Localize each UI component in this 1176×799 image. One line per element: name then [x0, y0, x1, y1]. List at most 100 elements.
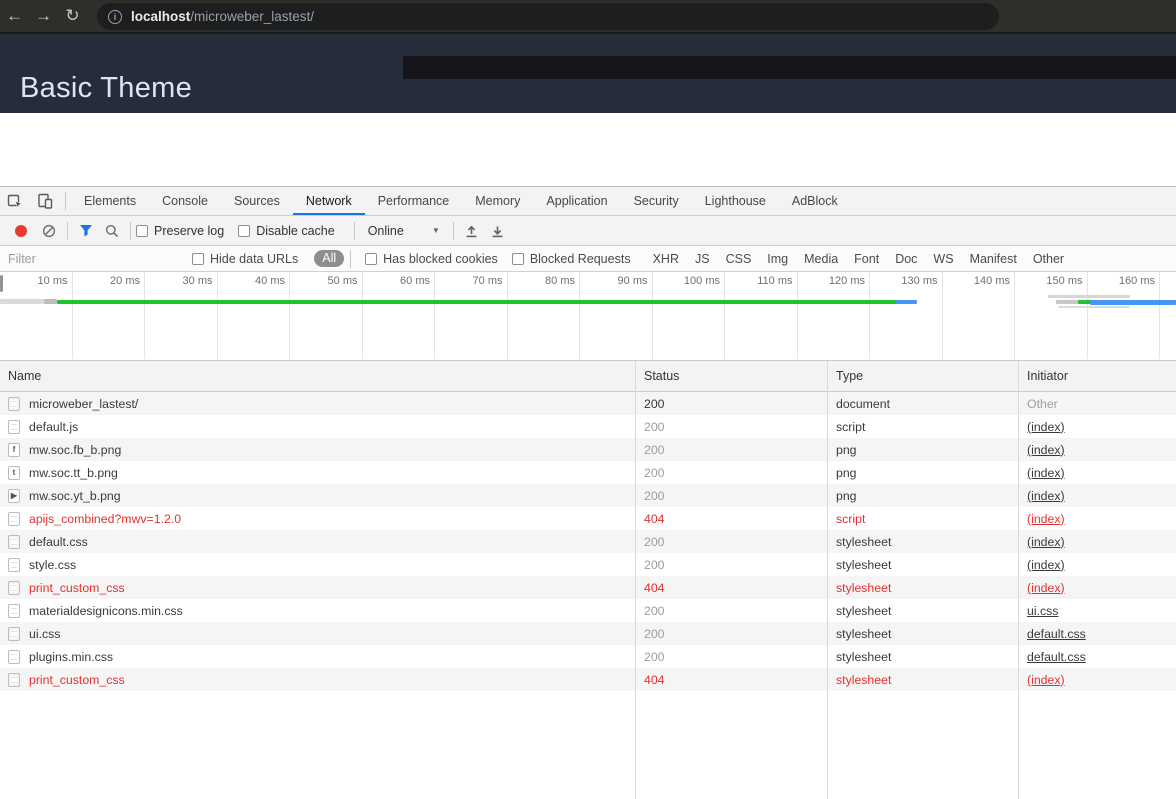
- network-overview-timeline[interactable]: 10 ms 20 ms 30 ms 40 ms 50 ms 60 ms 70 ms 80 ms…: [0, 272, 1176, 360]
- page-content-area: [0, 113, 1176, 186]
- filter-type-js[interactable]: JS: [694, 251, 710, 266]
- tab-elements[interactable]: Elements: [84, 193, 137, 208]
- request-status: 404: [644, 672, 665, 687]
- checkbox-icon[interactable]: [136, 224, 148, 237]
- filter-type-img[interactable]: Img: [767, 251, 789, 266]
- divider: [350, 249, 352, 268]
- record-network-log-icon[interactable]: [15, 224, 27, 237]
- column-header-status[interactable]: Status: [644, 369, 680, 383]
- checkbox-icon[interactable]: [511, 252, 524, 265]
- tw-image-thumbnail-icon: t: [8, 465, 20, 480]
- search-icon[interactable]: [99, 218, 125, 244]
- request-row[interactable]: microweber_lastest/ 200 document Other: [0, 392, 1176, 415]
- has-blocked-cookies-checkbox[interactable]: Has blocked cookies: [365, 252, 498, 266]
- request-row[interactable]: apijs_combined?mwv=1.2.0 404 script (ind…: [0, 507, 1176, 530]
- disable-cache-checkbox[interactable]: Disable cache: [238, 224, 335, 238]
- request-name: materialdesignicons.min.css: [29, 603, 183, 618]
- request-initiator[interactable]: (index): [1027, 488, 1065, 503]
- request-initiator[interactable]: (index): [1027, 672, 1065, 687]
- request-row[interactable]: plugins.min.css 200 stylesheet default.c…: [0, 645, 1176, 668]
- tab-adblock[interactable]: AdBlock: [791, 193, 838, 208]
- checkbox-icon[interactable]: [365, 252, 378, 265]
- tab-lighthouse[interactable]: Lighthouse: [704, 193, 766, 208]
- request-initiator[interactable]: (index): [1027, 442, 1065, 457]
- request-row[interactable]: ui.css 200 stylesheet default.css: [0, 622, 1176, 645]
- request-row[interactable]: print_custom_css 404 stylesheet (index): [0, 576, 1176, 599]
- request-row[interactable]: materialdesignicons.min.css 200 styleshe…: [0, 599, 1176, 622]
- request-name-cell: ▶ mw.soc.yt_b.png: [0, 488, 635, 503]
- column-header-type[interactable]: Type: [836, 369, 864, 383]
- tab-sources[interactable]: Sources: [233, 193, 280, 208]
- throttling-value: Online: [367, 223, 404, 238]
- tab-security[interactable]: Security: [633, 193, 679, 208]
- request-name: default.css: [29, 534, 88, 549]
- request-row[interactable]: f mw.soc.fb_b.png 200 png (index): [0, 438, 1176, 461]
- timeline-tick: 80 ms: [508, 272, 580, 359]
- column-divider[interactable]: [1018, 361, 1019, 799]
- preserve-log-checkbox[interactable]: Preserve log: [136, 224, 224, 238]
- filter-input[interactable]: [0, 251, 186, 266]
- file-document-icon: [8, 580, 20, 595]
- waterfall-bar: [1090, 300, 1176, 305]
- request-initiator[interactable]: (index): [1027, 534, 1065, 549]
- request-type: script: [836, 419, 866, 434]
- filter-type-manifest[interactable]: Manifest: [969, 251, 1017, 266]
- request-row[interactable]: print_custom_css 404 stylesheet (index): [0, 668, 1176, 691]
- request-initiator[interactable]: default.css: [1027, 649, 1086, 664]
- tab-memory[interactable]: Memory: [475, 193, 521, 208]
- filter-icon[interactable]: [73, 218, 99, 244]
- address-bar[interactable]: i localhost/microweber_lastest/: [97, 3, 999, 30]
- request-name: print_custom_css: [29, 580, 125, 595]
- filter-pill-all[interactable]: All: [314, 250, 345, 267]
- timeline-tick: 90 ms: [580, 272, 653, 359]
- filter-type-other[interactable]: Other: [1032, 251, 1065, 266]
- checkbox-icon[interactable]: [192, 252, 204, 265]
- inspect-element-icon[interactable]: [0, 187, 30, 215]
- request-initiator[interactable]: (index): [1027, 580, 1065, 595]
- devtools-tab-bar: Elements Console Sources Network Performance…: [0, 187, 1176, 216]
- request-initiator[interactable]: (index): [1027, 511, 1065, 526]
- tab-application[interactable]: Application: [546, 193, 608, 208]
- blocked-requests-checkbox[interactable]: Blocked Requests: [511, 252, 631, 266]
- filter-type-font[interactable]: Font: [854, 251, 880, 266]
- forward-button[interactable]: →: [35, 6, 52, 25]
- import-har-icon[interactable]: [459, 218, 485, 244]
- throttling-dropdown[interactable]: Online ▼: [368, 224, 440, 238]
- request-status: 200: [644, 442, 665, 457]
- back-button[interactable]: ←: [6, 6, 23, 25]
- site-info-icon[interactable]: i: [108, 9, 122, 24]
- filter-type-doc[interactable]: Doc: [895, 251, 918, 266]
- filter-type-xhr[interactable]: XHR: [652, 251, 679, 266]
- filter-type-ws[interactable]: WS: [933, 251, 954, 266]
- request-initiator[interactable]: ui.css: [1027, 603, 1059, 618]
- tab-network[interactable]: Network: [293, 188, 365, 215]
- request-row[interactable]: style.css 200 stylesheet (index): [0, 553, 1176, 576]
- request-row[interactable]: ▶ mw.soc.yt_b.png 200 png (index): [0, 484, 1176, 507]
- request-initiator[interactable]: (index): [1027, 557, 1065, 572]
- checkbox-icon[interactable]: [238, 224, 251, 237]
- column-divider[interactable]: [635, 361, 636, 799]
- timeline-tick: 50 ms: [290, 272, 363, 359]
- clear-network-log-icon[interactable]: [36, 218, 62, 244]
- column-divider[interactable]: [827, 361, 828, 799]
- column-header-name[interactable]: Name: [8, 369, 42, 383]
- filter-type-css[interactable]: CSS: [725, 251, 752, 266]
- export-har-icon[interactable]: [485, 218, 511, 244]
- request-initiator: Other: [1027, 396, 1058, 411]
- request-row[interactable]: default.css 200 stylesheet (index): [0, 530, 1176, 553]
- request-initiator[interactable]: (index): [1027, 419, 1065, 434]
- device-toolbar-icon[interactable]: [30, 187, 60, 215]
- timeline-tick: 120 ms: [798, 272, 870, 359]
- column-header-initiator[interactable]: Initiator: [1027, 369, 1068, 383]
- reload-button[interactable]: ↻: [65, 6, 80, 25]
- request-row[interactable]: default.js 200 script (index): [0, 415, 1176, 438]
- request-row[interactable]: t mw.soc.tt_b.png 200 png (index): [0, 461, 1176, 484]
- request-name: style.css: [29, 557, 77, 572]
- timeline-scrubber[interactable]: [0, 275, 3, 292]
- hide-data-urls-checkbox[interactable]: Hide data URLs: [192, 252, 298, 266]
- request-initiator[interactable]: default.css: [1027, 626, 1086, 641]
- request-initiator[interactable]: (index): [1027, 465, 1065, 480]
- filter-type-media[interactable]: Media: [804, 251, 839, 266]
- tab-performance[interactable]: Performance: [377, 193, 450, 208]
- tab-console[interactable]: Console: [162, 193, 208, 208]
